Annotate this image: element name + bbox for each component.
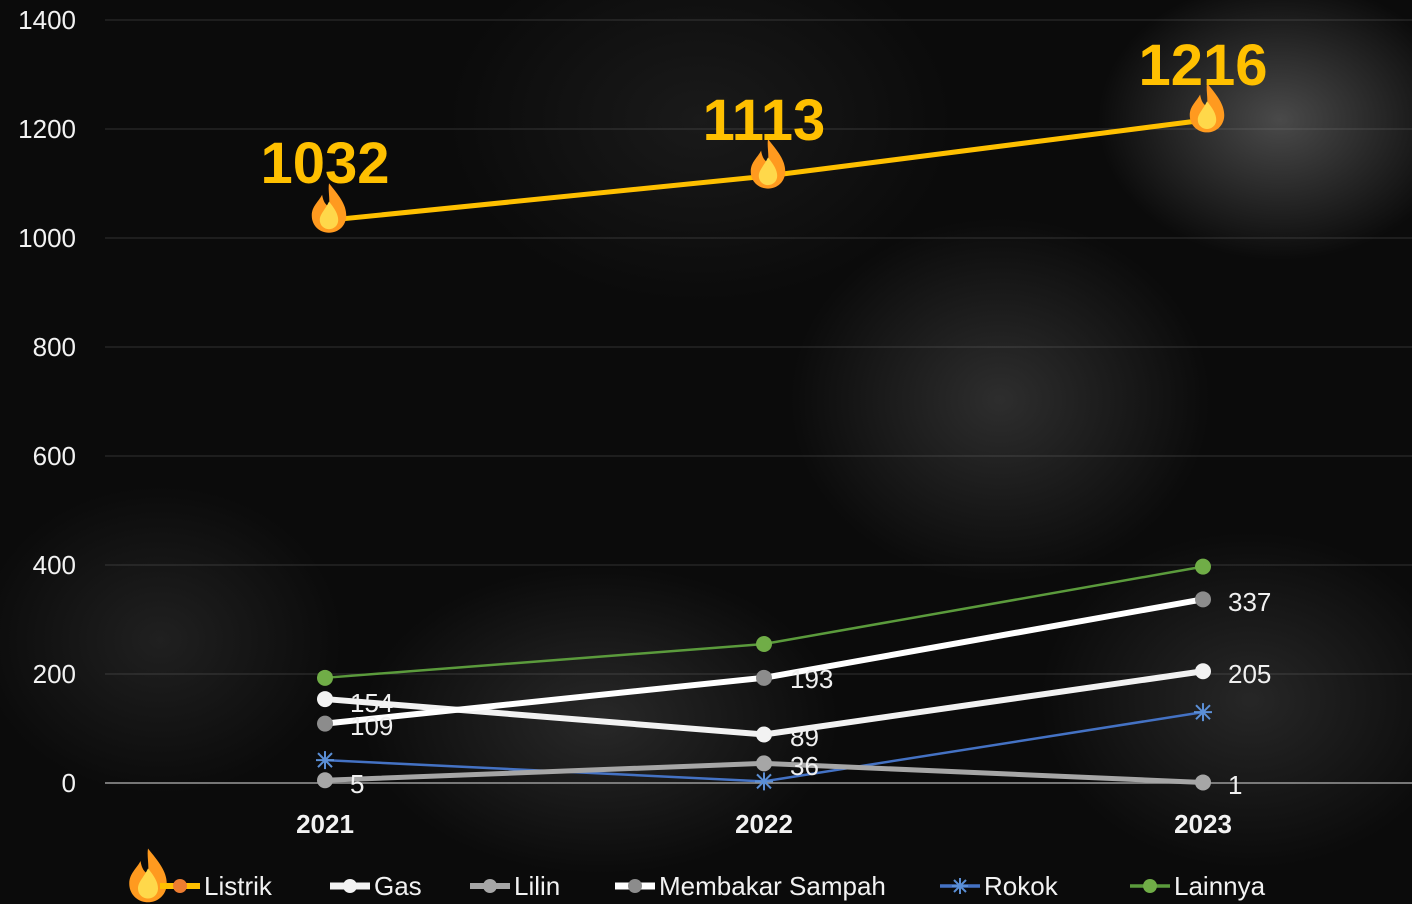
star-stroke [953,879,967,893]
data-label: 1 [1228,770,1242,800]
legend-swatch-marker [628,879,642,893]
legend-item: Gas [330,871,422,901]
data-point [756,726,772,743]
star-stroke [1195,704,1211,720]
legend-swatch-marker [343,879,357,893]
y-tick-label: 600 [33,441,76,471]
legend-item: Rokok [940,871,1059,901]
legend-label: Gas [374,871,422,901]
data-label: 1032 [260,131,389,196]
y-tick-label: 0 [62,768,76,798]
data-label: 36 [790,751,819,781]
data-point [756,755,772,772]
y-tick-label: 200 [33,659,76,689]
y-tick-label: 1000 [18,223,76,253]
data-point [1195,591,1211,608]
legend-item: Lainnya [1130,871,1266,901]
legend-swatch-marker [952,878,968,894]
legend-label: Lilin [514,871,560,901]
flame-icon [129,848,167,903]
y-tick-label: 800 [33,332,76,362]
legend: Listrik Gas Lilin Membakar Sampah Rokok Lainn… [129,848,1266,903]
legend-swatch-marker [1143,879,1157,893]
data-label: 205 [1228,659,1271,689]
data-label: 1113 [703,88,826,153]
legend-label: Rokok [984,871,1059,901]
legend-label: Membakar Sampah [659,871,886,901]
data-point [1195,663,1211,680]
x-tick-label: 2022 [735,809,793,839]
data-label: 5 [350,769,364,799]
legend-swatch-marker [483,879,497,893]
data-label: 337 [1228,587,1271,617]
data-point [1195,774,1211,791]
x-tick-label: 2021 [296,809,354,839]
data-label: 89 [790,722,819,752]
data-label: 1216 [1138,33,1267,98]
axis-layer: 0 200 400 600 800 1000 1200 1400 2021 2022 2023 [18,5,1412,839]
data-point [317,669,333,686]
data-point [317,691,333,708]
y-tick-label: 400 [33,550,76,580]
data-point [756,669,772,686]
legend-label: Listrik [204,871,273,901]
x-tick-label: 2023 [1174,809,1232,839]
data-point [1194,703,1212,722]
series-layer [311,82,1225,791]
legend-swatch-marker [173,879,187,893]
data-point [317,715,333,732]
data-point [316,751,334,770]
legend-label: Lainnya [1174,871,1266,901]
data-label: 193 [790,664,833,694]
data-point [1195,558,1211,575]
y-tick-label: 1400 [18,5,76,35]
data-label: 109 [350,711,393,741]
legend-item: Lilin [470,871,560,901]
data-point [755,772,773,791]
y-tick-label: 1200 [18,114,76,144]
data-point [317,772,333,789]
data-point [756,636,772,653]
legend-item: Listrik [129,848,273,903]
series-line [322,596,1206,727]
star-stroke [317,752,333,768]
legend-item: Membakar Sampah [615,871,886,901]
data-label: 154 [350,688,393,718]
star-stroke [756,773,772,790]
data-label-layer: 1032 1113 1216 154 89 205 5 36 1 109 193 337 [260,33,1271,800]
